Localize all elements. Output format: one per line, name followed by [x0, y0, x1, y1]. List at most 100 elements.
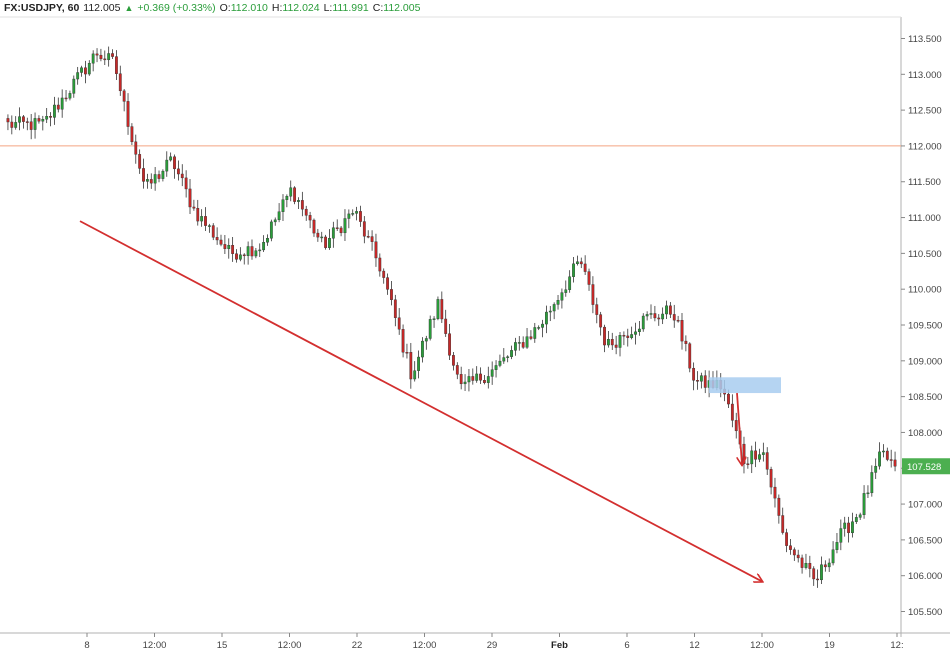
time-tick-label: 12:00 [278, 640, 302, 651]
candle-body [494, 365, 498, 370]
candle-body [246, 246, 250, 257]
candle-body [541, 323, 544, 328]
candle-body [207, 225, 211, 227]
candle-body [773, 486, 777, 499]
price-tick-label: 113.000 [908, 70, 942, 81]
candle-body [308, 215, 312, 221]
candle-body [452, 355, 455, 366]
candle-body [521, 342, 525, 348]
downtrend-arrow[interactable] [79, 220, 762, 581]
candle-body [529, 336, 533, 339]
candle-body [157, 174, 161, 179]
price-tick-label: 105.500 [908, 607, 942, 618]
candle-body [235, 253, 238, 260]
candle-body [211, 225, 215, 238]
time-axis[interactable]: 8 12:00 15 12:00 22 12:00 29 Feb 6 12 12:00 19 12: [84, 633, 904, 651]
candle-body [560, 292, 564, 301]
candle-body [99, 54, 103, 60]
candle-body [417, 356, 420, 371]
candle-body [548, 310, 552, 313]
candle-body [180, 173, 184, 179]
candle-body [510, 350, 513, 357]
candle-body [29, 121, 33, 130]
candle-body [122, 90, 126, 102]
candle-body [33, 118, 37, 130]
drop-arrow[interactable] [736, 392, 742, 465]
candle-body [591, 284, 595, 305]
candle-body [84, 67, 87, 75]
candle-body [668, 305, 672, 315]
candle-body [835, 542, 839, 550]
current-price-badge [902, 458, 950, 475]
candle-body [355, 211, 358, 214]
candle-body [754, 450, 758, 460]
candle-body [882, 450, 885, 453]
candle-body [436, 299, 440, 319]
candle-body [893, 459, 897, 467]
candle-body [134, 141, 138, 155]
candle-body [634, 331, 637, 335]
candle-body [455, 365, 459, 375]
candle-body [115, 56, 118, 74]
candle-body [374, 241, 378, 259]
candle-body [107, 53, 111, 61]
last-price: 112.005 [83, 2, 121, 14]
candle-body [843, 522, 847, 529]
candle-body [533, 327, 537, 339]
candle-body [665, 305, 668, 315]
low-value: 111.991 [332, 2, 369, 14]
candlestick-series [6, 46, 897, 588]
candle-body [839, 528, 843, 543]
candle-body [653, 313, 657, 319]
candle-body [390, 289, 393, 300]
candle-body [572, 263, 575, 277]
open-label: O: [219, 2, 231, 14]
candle-body [80, 67, 83, 73]
candle-body [111, 53, 114, 57]
time-tick-label: 12: [890, 640, 903, 651]
close-value: 112.005 [383, 2, 421, 14]
candle-body [812, 568, 816, 580]
candle-body [285, 196, 289, 200]
candle-body [153, 174, 157, 184]
candle-body [91, 53, 95, 64]
candle-body [847, 522, 850, 534]
candle-body [328, 238, 331, 248]
time-tick-label: 12 [689, 640, 700, 651]
candle-body [556, 300, 560, 305]
candle-body [393, 299, 397, 318]
candle-body [878, 451, 881, 467]
candle-body [14, 122, 18, 128]
candle-body [486, 376, 490, 383]
price-tick-label: 110.500 [908, 249, 942, 260]
time-tick-label: 15 [217, 640, 228, 651]
candle-body [428, 319, 432, 339]
candle-body [727, 393, 730, 405]
candle-body [517, 342, 521, 344]
candle-body [200, 216, 204, 222]
price-axis[interactable]: 113.500 113.000 112.500 112.000 111.500 111.0… [901, 34, 950, 618]
candle-body [351, 213, 355, 215]
candle-body [130, 126, 134, 143]
candle-body [490, 369, 494, 377]
candle-body [440, 299, 444, 320]
change-value: +0.369 (+0.33%) [137, 2, 216, 14]
candle-body [800, 557, 804, 568]
candle-body [370, 236, 374, 242]
candle-body [823, 564, 827, 568]
time-tick-label: 8 [84, 640, 89, 651]
candle-body [362, 221, 366, 237]
candle-body [366, 236, 370, 238]
candle-body [142, 168, 145, 182]
candle-body [304, 208, 308, 216]
resistance-zone[interactable] [709, 377, 781, 394]
candle-body [506, 356, 510, 358]
candle-body [684, 340, 688, 344]
annotations[interactable] [79, 220, 781, 581]
candle-body [688, 343, 692, 369]
candle-body [176, 168, 180, 175]
candle-body [672, 314, 676, 321]
candle-body [68, 93, 72, 99]
candle-body [758, 454, 761, 460]
